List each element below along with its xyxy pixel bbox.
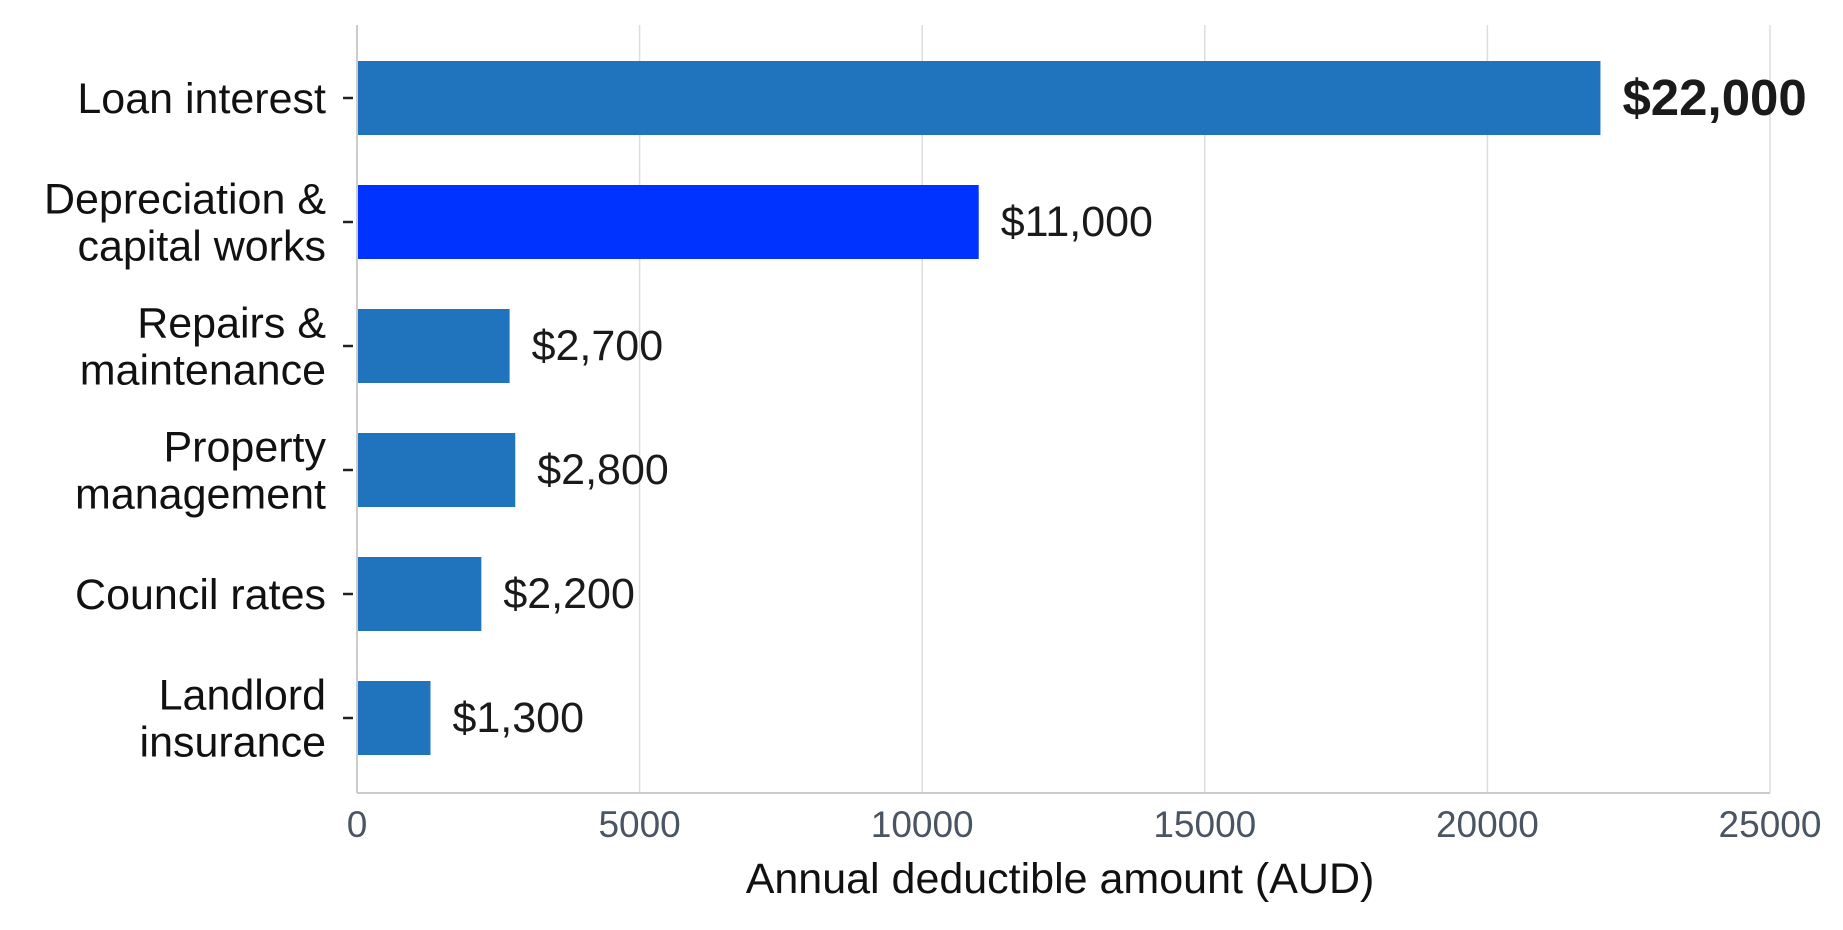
grid-lines <box>638 25 1771 793</box>
x-tick-label: 5000 <box>598 804 680 845</box>
bars <box>357 61 1601 755</box>
category-label: Depreciation & capital works <box>44 176 326 271</box>
bar <box>357 309 510 383</box>
category-label: Repairs & maintenance <box>80 300 327 395</box>
axes <box>343 25 1770 794</box>
category-label-line: management <box>75 471 326 519</box>
category-label-line: Loan interest <box>77 75 326 123</box>
bar <box>357 61 1601 135</box>
data-label: $11,000 <box>1001 198 1153 246</box>
category-label-line: Repairs & <box>137 300 326 348</box>
x-tick-label: 20000 <box>1436 804 1539 845</box>
bar <box>357 681 431 755</box>
data-label: $1,300 <box>452 694 584 742</box>
data-label: $2,800 <box>537 446 669 494</box>
category-label-line: Landlord <box>159 672 326 720</box>
category-label: Council rates <box>75 571 326 619</box>
category-label: Landlord insurance <box>140 672 326 767</box>
data-label: $2,700 <box>532 322 664 370</box>
category-label-line: maintenance <box>80 347 326 395</box>
bar <box>357 185 979 259</box>
labels: 0 5000 10000 15000 20000 25000 Loan interest $2… <box>44 69 1821 845</box>
x-tick-label: 10000 <box>871 804 974 845</box>
category-label: Loan interest <box>77 75 326 123</box>
x-tick-label: 15000 <box>1153 804 1256 845</box>
category-label-line: Depreciation & <box>44 176 326 224</box>
bar <box>357 557 482 631</box>
bar <box>357 433 516 507</box>
x-tick-label: 0 <box>347 804 368 845</box>
x-axis-title: Annual deductible amount (AUD) <box>746 855 1375 903</box>
data-label: $2,200 <box>503 570 635 618</box>
category-label: Property management <box>75 424 326 519</box>
category-label-line: Property <box>163 424 326 472</box>
category-label-line: Council rates <box>75 571 326 619</box>
data-label: $22,000 <box>1622 69 1806 126</box>
category-label-line: insurance <box>140 719 326 767</box>
x-tick-label: 25000 <box>1719 804 1822 845</box>
category-label-line: capital works <box>77 223 326 271</box>
